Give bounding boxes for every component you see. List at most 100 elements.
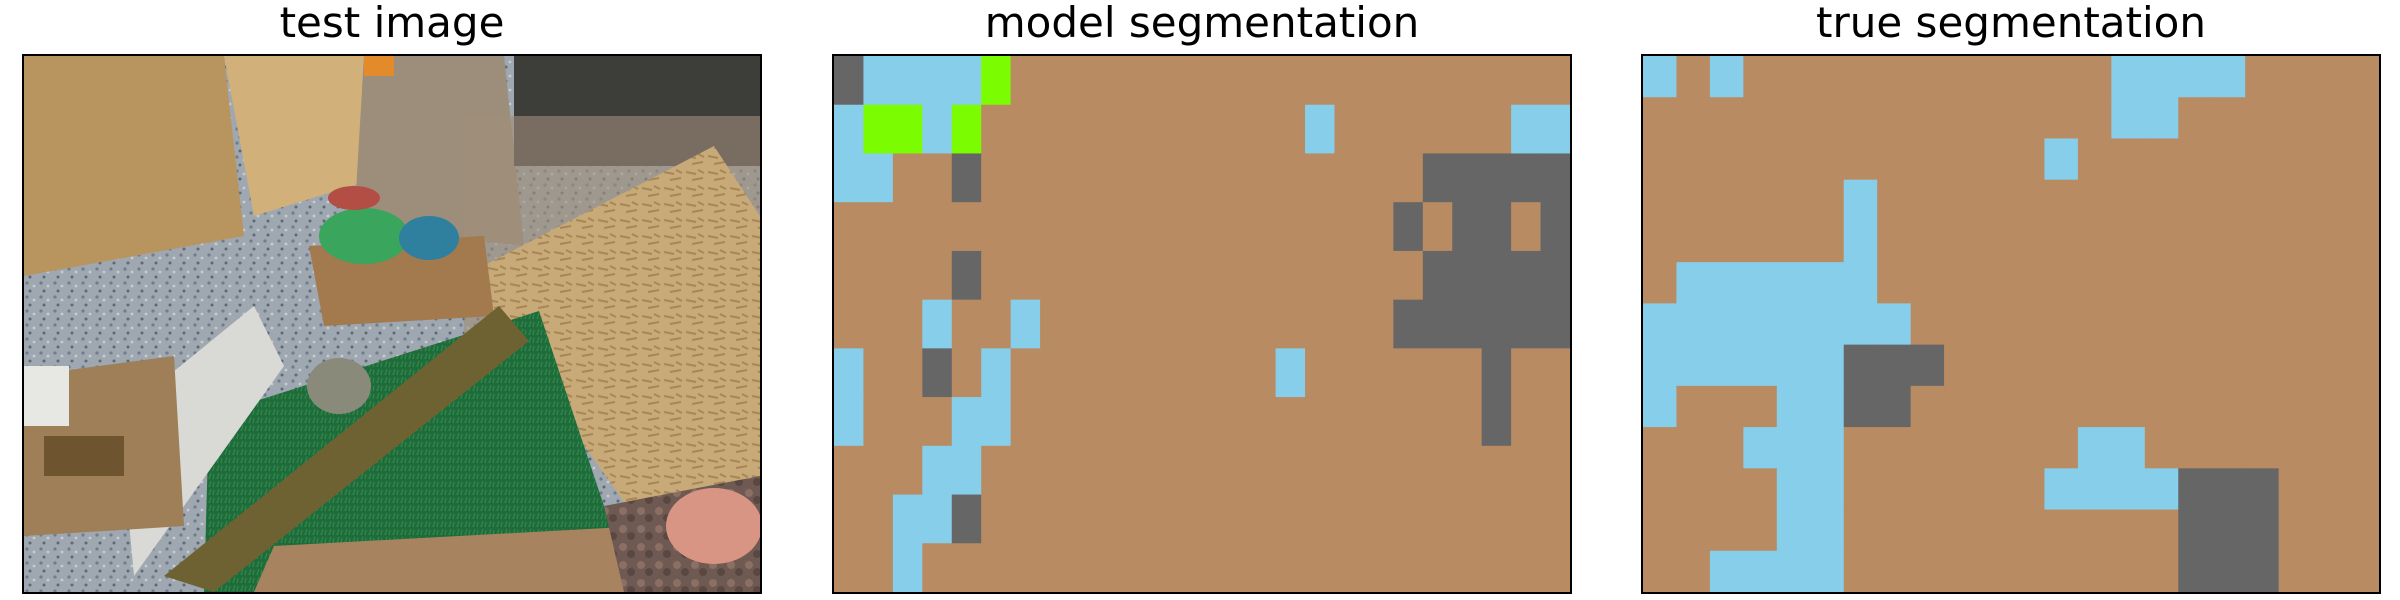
segmentation-cell — [2211, 385, 2246, 428]
segmentation-cell — [1216, 445, 1247, 496]
segmentation-cell — [1069, 250, 1100, 301]
segmentation-cell — [2211, 97, 2246, 140]
segmentation-cell — [1709, 56, 1744, 98]
segmentation-cell — [1393, 299, 1424, 349]
segmentation-cell — [1540, 104, 1570, 155]
segmentation-cell — [1910, 468, 1945, 511]
segmentation-cell — [2278, 385, 2313, 428]
segmentation-cell — [1910, 262, 1945, 304]
segmentation-cell — [1334, 299, 1365, 349]
segmentation-cell — [2345, 385, 2379, 428]
segmentation-cell — [1977, 509, 2012, 552]
segmentation-cell — [1944, 550, 1979, 592]
segmentation-cell — [1676, 179, 1711, 222]
segmentation-cell — [834, 56, 865, 106]
segmentation-cell — [1246, 397, 1277, 447]
segmentation-grid — [1643, 56, 2379, 592]
segmentation-cell — [1944, 220, 1979, 263]
segmentation-cell — [1098, 104, 1129, 155]
segmentation-cell — [1334, 153, 1365, 203]
segmentation-cell — [981, 348, 1012, 398]
photo-illustration — [24, 56, 760, 592]
segmentation-cell — [1743, 262, 1778, 304]
segmentation-cell — [1643, 550, 1678, 592]
segmentation-cell — [1977, 179, 2012, 222]
segmentation-cell — [1776, 179, 1811, 222]
segmentation-cell — [2178, 262, 2213, 304]
segmentation-cell — [1422, 543, 1453, 592]
segmentation-cell — [1246, 348, 1277, 398]
segmentation-cell — [2044, 344, 2079, 387]
segmentation-cell — [1010, 397, 1041, 447]
segmentation-cell — [2312, 262, 2347, 304]
segmentation-cell — [1363, 56, 1394, 106]
segmentation-cell — [2312, 509, 2347, 552]
segmentation-cell — [1877, 550, 1912, 592]
segmentation-cell — [1275, 348, 1306, 398]
segmentation-cell — [951, 445, 982, 496]
segmentation-cell — [1187, 445, 1218, 496]
segmentation-cell — [1187, 397, 1218, 447]
segmentation-cell — [2111, 220, 2146, 263]
segmentation-cell — [1305, 299, 1336, 349]
segmentation-cell — [922, 104, 953, 155]
segmentation-cell — [1275, 104, 1306, 155]
segmentation-cell — [1540, 543, 1570, 592]
segmentation-cell — [863, 543, 894, 592]
segmentation-cell — [2312, 56, 2347, 98]
segmentation-cell — [1334, 250, 1365, 301]
segmentation-cell — [2077, 427, 2112, 469]
segmentation-cell — [2144, 509, 2179, 552]
segmentation-cell — [1810, 427, 1845, 469]
segmentation-cell — [1944, 427, 1979, 469]
segmentation-cell — [1877, 262, 1912, 304]
segmentation-cell — [1216, 56, 1247, 106]
segmentation-cell — [922, 445, 953, 496]
segmentation-cell — [1676, 220, 1711, 263]
segmentation-cell — [1305, 543, 1336, 592]
segmentation-cell — [2011, 303, 2046, 346]
segmentation-cell — [1511, 56, 1542, 106]
segmentation-cell — [1069, 202, 1100, 252]
segmentation-cell — [1910, 427, 1945, 469]
segmentation-cell — [1877, 56, 1912, 98]
segmentation-cell — [2077, 97, 2112, 140]
segmentation-cell — [2111, 138, 2146, 181]
segmentation-cell — [1643, 56, 1678, 98]
segmentation-cell — [2044, 427, 2079, 469]
segmentation-cell — [1843, 468, 1878, 511]
segmentation-cell — [1452, 250, 1483, 301]
segmentation-cell — [1743, 56, 1778, 98]
segmentation-cell — [2077, 344, 2112, 387]
segmentation-cell — [1157, 543, 1188, 592]
segmentation-cell — [1098, 250, 1129, 301]
segmentation-cell — [1843, 303, 1878, 346]
segmentation-cell — [1977, 344, 2012, 387]
segmentation-cell — [892, 348, 923, 398]
segmentation-cell — [2077, 56, 2112, 98]
segmentation-cell — [1246, 445, 1277, 496]
segmentation-cell — [1977, 385, 2012, 428]
segmentation-cell — [1743, 509, 1778, 552]
segmentation-cell — [1422, 348, 1453, 398]
segmentation-cell — [2345, 56, 2379, 98]
segmentation-cell — [1540, 56, 1570, 106]
segmentation-cell — [1676, 303, 1711, 346]
segmentation-cell — [2312, 427, 2347, 469]
segmentation-cell — [1040, 153, 1071, 203]
segmentation-cell — [981, 202, 1012, 252]
segmentation-cell — [2077, 550, 2112, 592]
segmentation-cell — [1910, 385, 1945, 428]
segmentation-cell — [2011, 179, 2046, 222]
segmentation-cell — [1743, 97, 1778, 140]
segmentation-cell — [1363, 299, 1394, 349]
segmentation-cell — [834, 299, 865, 349]
panel-model-segmentation: model segmentation — [832, 0, 1572, 600]
segmentation-cell — [2312, 97, 2347, 140]
segmentation-cell — [951, 397, 982, 447]
segmentation-cell — [1481, 445, 1512, 496]
segmentation-cell — [922, 56, 953, 106]
segmentation-cell — [1422, 494, 1453, 544]
segmentation-cell — [1810, 97, 1845, 140]
segmentation-cell — [2011, 468, 2046, 511]
